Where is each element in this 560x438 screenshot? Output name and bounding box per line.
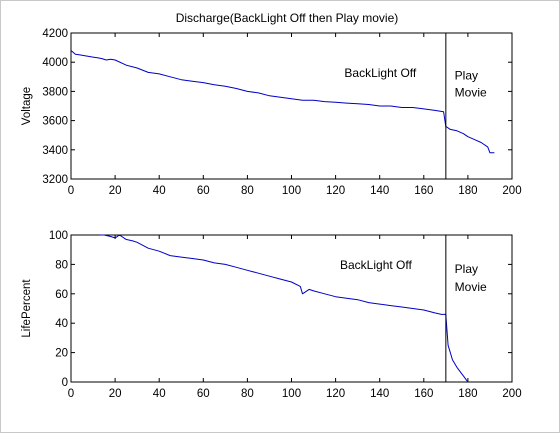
lifepercent-x-tick-label: 0: [68, 388, 74, 400]
voltage-y-tick-label: 4200: [42, 28, 68, 40]
lifepercent-x-tick-label: 200: [502, 388, 521, 400]
voltage-y-axis-label: Voltage: [21, 87, 33, 125]
lifepercent-x-tick-label: 180: [458, 388, 477, 400]
lifepercent-y-axis-label: LifePercent: [21, 279, 33, 338]
lifepercent-x-tick-label: 20: [109, 388, 122, 400]
voltage-series-line: [70, 50, 495, 154]
lifepercent-annotation: BackLight Off: [340, 258, 412, 272]
lifepercent-axes-box: [70, 234, 513, 383]
voltage-x-tick-label: 180: [458, 185, 477, 197]
voltage-x-tick-label: 160: [414, 185, 433, 197]
lifepercent-y-tick-label: 0: [62, 377, 68, 389]
voltage-x-tick-label: 20: [109, 185, 122, 197]
lifepercent-panel: 0 20 40 60 80 100 120 140 160 180 200 0 20 40 60 80 100 L…: [21, 230, 522, 400]
voltage-y-tick-label: 3800: [42, 86, 68, 98]
voltage-x-tick-label: 60: [197, 185, 210, 197]
lifepercent-x-tick-label: 140: [370, 388, 389, 400]
voltage-x-tick-label: 80: [241, 185, 254, 197]
lifepercent-y-tick-label: 20: [55, 348, 68, 360]
lifepercent-x-tick-label: 160: [414, 388, 433, 400]
lifepercent-x-tick-label: 60: [197, 388, 210, 400]
lifepercent-annotation: Movie: [455, 280, 487, 294]
voltage-y-tick-label: 3200: [42, 174, 68, 186]
voltage-y-tick-label: 3400: [42, 145, 68, 157]
voltage-y-tick-label: 3600: [42, 116, 68, 128]
voltage-x-tick-label: 40: [153, 185, 166, 197]
lifepercent-y-tick-label: 80: [55, 259, 68, 271]
lifepercent-x-tick-label: 120: [326, 388, 345, 400]
lifepercent-y-tick-label: 100: [49, 230, 68, 242]
lifepercent-annotation: Play: [455, 262, 478, 276]
voltage-annotation: Play: [455, 69, 478, 83]
chart-title: Discharge(BackLight Off then Play movie): [176, 11, 399, 25]
voltage-x-tick-label: 0: [68, 185, 74, 197]
voltage-x-tick-label: 200: [502, 185, 521, 197]
voltage-panel: 0 20 40 60 80 100 120 140 160 180 200 3200 3400 3600 3…: [21, 28, 522, 197]
voltage-x-tick-label: 120: [326, 185, 345, 197]
lifepercent-y-tick-label: 60: [55, 289, 68, 301]
voltage-annotation: BackLight Off: [344, 66, 416, 80]
lifepercent-x-tick-label: 100: [282, 388, 301, 400]
voltage-x-tick-label: 100: [282, 185, 301, 197]
lifepercent-x-tick-label: 40: [153, 388, 166, 400]
lifepercent-x-tick-label: 80: [241, 388, 254, 400]
voltage-x-tick-label: 140: [370, 185, 389, 197]
lifepercent-y-tick-label: 40: [55, 318, 68, 330]
voltage-y-tick-label: 4000: [42, 57, 68, 69]
voltage-annotation: Movie: [455, 86, 487, 100]
